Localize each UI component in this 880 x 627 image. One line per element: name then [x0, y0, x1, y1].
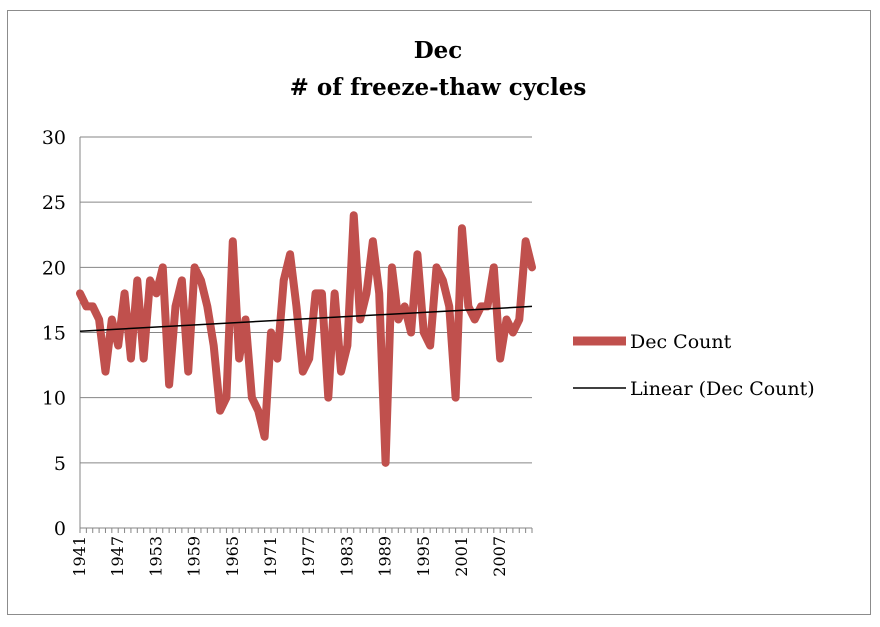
x-tick-label: 1971 — [261, 536, 280, 577]
y-tick-label: 0 — [54, 518, 66, 540]
y-axis: 0 5 10 15 20 25 30 — [42, 127, 66, 540]
gridlines — [80, 136, 532, 529]
x-tick-label: 1983 — [337, 536, 356, 577]
x-tick-label: 1965 — [223, 536, 242, 577]
legend-label-linear: Linear (Dec Count) — [630, 378, 815, 400]
y-tick-label: 25 — [42, 192, 66, 214]
y-tick-label: 20 — [42, 257, 66, 279]
x-axis: 1941 1947 1953 1959 1965 1971 1977 1983 1989 1995… — [70, 137, 533, 577]
legend: Dec Count Linear (Dec Count) — [573, 331, 815, 400]
chart: Dec # of freeze-thaw cycles 0 5 10 15 20 25 30… — [42, 37, 815, 577]
x-tick-label: 1947 — [108, 536, 127, 577]
series-line-dec-count — [76, 211, 536, 467]
trendline-linear — [79, 305, 533, 332]
x-tick-label: 1989 — [376, 536, 395, 577]
x-tick-label: 2007 — [490, 536, 509, 577]
x-tick-label: 1959 — [185, 536, 204, 577]
plot-area — [76, 211, 536, 467]
x-tick-label: 1953 — [146, 536, 165, 577]
chart-title-line-2: # of freeze-thaw cycles — [290, 74, 587, 101]
x-tick-label: 1995 — [414, 536, 433, 577]
y-tick-label: 15 — [42, 323, 66, 345]
y-tick-label: 5 — [54, 453, 66, 475]
legend-label-dec-count: Dec Count — [630, 331, 732, 353]
chart-title-line-1: Dec — [414, 37, 463, 64]
chart-frame: Dec # of freeze-thaw cycles 0 5 10 15 20 25 30… — [7, 10, 871, 615]
y-tick-label: 30 — [42, 127, 66, 149]
x-tick-label: 2001 — [452, 536, 471, 577]
x-tick-label: 1977 — [299, 536, 318, 577]
y-tick-label: 10 — [42, 388, 66, 410]
x-tick-label: 1941 — [70, 536, 89, 577]
